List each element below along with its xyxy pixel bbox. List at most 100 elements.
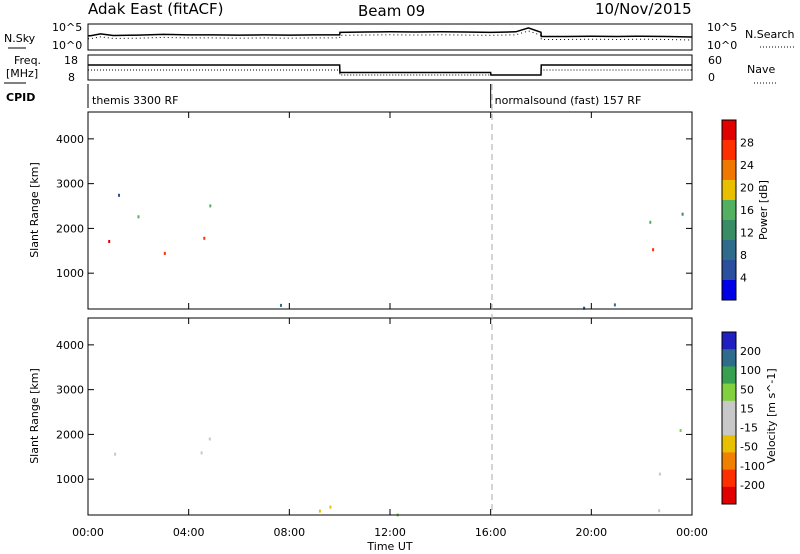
velocity-colorbar-segment <box>722 418 736 436</box>
date-label: 10/Nov/2015 <box>595 0 692 18</box>
power-colorbar-frame <box>721 119 737 301</box>
nsearch-tick-top: 10^5 <box>707 21 737 34</box>
y-tick-label: 3000 <box>56 384 84 397</box>
cpid-segments: themis 3300 RF normalsound (fast) 157 RF <box>87 84 642 108</box>
power-colorbar-segment <box>722 140 736 161</box>
power-colorbar-segment <box>722 200 736 221</box>
nave-label: Nave <box>747 63 775 76</box>
scatter-cell <box>208 437 211 441</box>
velocity-colorbar-segment <box>722 486 736 505</box>
velocity-colorbar-tick: 15 <box>740 402 754 415</box>
x-tick-label: 12:00 <box>374 526 406 539</box>
nave-line <box>88 69 692 76</box>
nsky-tick-top: 10^5 <box>52 21 82 34</box>
freq-label-line1: Freq. <box>14 54 41 67</box>
y-tick-label: 1000 <box>56 473 84 486</box>
scatter-cell <box>649 220 652 224</box>
velocity-colorbar-frame <box>721 331 737 505</box>
power-colorbar: 4 8 12 16 20 24 28 <box>721 119 754 301</box>
velocity-colorbar-segment <box>722 400 736 419</box>
velocity-colorbar: 200 100 50 15 -15 -50 -100 -200 <box>721 331 765 505</box>
y-tick-label: 4000 <box>56 339 84 352</box>
freq-tick-bottom: 8 <box>68 71 75 84</box>
scatter-cell <box>329 505 332 509</box>
x-tick-label: 00:00 <box>676 526 708 539</box>
scatter-cell <box>652 248 655 252</box>
velocity-xlabel: Time UT <box>366 540 412 553</box>
beam-label: Beam 09 <box>358 2 425 20</box>
x-tick-label: 16:00 <box>475 526 507 539</box>
power-colorbar-tick: 16 <box>740 204 754 217</box>
x-tick-label: 00:00 <box>72 526 104 539</box>
power-colorbar-tick: 20 <box>740 182 754 195</box>
power-colorbar-segment <box>722 180 736 201</box>
cpid-label: CPID <box>6 91 35 104</box>
velocity-axes-group: 1000 2000 3000 4000 <box>56 318 693 515</box>
power-colorbar-segment <box>722 240 736 261</box>
nsearch-line <box>88 30 693 41</box>
velocity-colorbar-segment <box>722 469 736 488</box>
x-tick-label: 04:00 <box>173 526 205 539</box>
nave-tick-bottom: 0 <box>708 71 715 84</box>
scatter-cell <box>318 509 321 513</box>
velocity-colorbar-tick: -15 <box>740 422 758 435</box>
nsearch-tick-bottom: 10^0 <box>707 39 737 52</box>
velocity-colorbar-label: Velocity [m s^-1] <box>765 368 778 463</box>
scatter-cell <box>114 452 117 456</box>
scatter-cell <box>658 472 661 476</box>
scatter-cell <box>583 306 586 310</box>
scatter-cell <box>613 303 616 307</box>
scatter-cell <box>209 204 212 208</box>
freq-panel-frame <box>87 54 693 81</box>
velocity-panel-background <box>88 318 692 515</box>
scatter-cell <box>118 193 120 197</box>
power-colorbar-segment <box>722 220 736 241</box>
power-colorbar-segment <box>722 120 736 141</box>
velocity-colorbar-tick: 200 <box>740 345 761 358</box>
x-tick-label: 20:00 <box>575 526 607 539</box>
y-tick-label: 3000 <box>56 178 84 191</box>
y-tick-label: 2000 <box>56 428 84 441</box>
velocity-colorbar-segment <box>722 349 736 367</box>
velocity-colorbar-segment <box>722 383 736 402</box>
velocity-colorbar-segment <box>722 332 736 350</box>
velocity-colorbar-tick: -200 <box>740 479 765 492</box>
time-axis: 00:00 04:00 08:00 12:00 16:00 20:00 00:00 <box>72 526 708 539</box>
cpid-segment-label: normalsound (fast) 157 RF <box>495 94 642 107</box>
scatter-cell <box>203 236 206 240</box>
scatter-cell <box>108 240 111 243</box>
power-colorbar-label: Power [dB] <box>757 180 770 240</box>
scatter-cell <box>200 451 203 455</box>
nsky-tick-bottom: 10^0 <box>52 39 82 52</box>
power-colorbar-tick: 12 <box>740 227 754 240</box>
y-tick-label: 4000 <box>56 133 84 146</box>
scatter-cell <box>658 509 661 513</box>
scatter-cell <box>280 303 282 307</box>
y-tick-label: 2000 <box>56 222 84 235</box>
power-colorbar-segment <box>722 160 736 181</box>
noise-series-group <box>88 27 693 41</box>
power-panel-background <box>88 112 692 309</box>
cpid-segment-label: themis 3300 RF <box>92 94 179 107</box>
freq-line <box>88 64 692 76</box>
nsky-label: N.Sky <box>4 32 36 45</box>
velocity-colorbar-segment <box>722 435 736 453</box>
power-colorbar-tick: 4 <box>740 272 747 285</box>
freq-label-line2: [MHz] <box>6 67 38 80</box>
freq-tick-top: 18 <box>64 54 78 67</box>
power-data-group <box>108 193 684 310</box>
freq-series-group <box>88 64 692 76</box>
scatter-cell <box>679 429 682 432</box>
power-ylabel: Slant Range [km] <box>28 162 41 258</box>
scatter-cell <box>137 215 140 219</box>
scatter-cell <box>681 212 684 216</box>
velocity-colorbar-tick: -50 <box>740 441 758 454</box>
power-colorbar-segment <box>722 260 736 281</box>
power-colorbar-tick: 24 <box>740 159 754 172</box>
scatter-cell <box>163 251 166 255</box>
velocity-ylabel: Slant Range [km] <box>28 368 41 464</box>
power-colorbar-tick: 8 <box>740 249 747 262</box>
y-tick-label: 1000 <box>56 267 84 280</box>
velocity-colorbar-tick: 50 <box>740 383 754 396</box>
